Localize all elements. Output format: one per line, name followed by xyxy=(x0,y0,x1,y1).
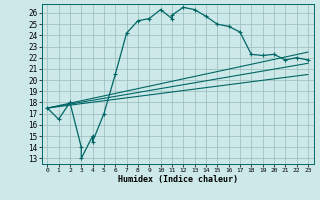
X-axis label: Humidex (Indice chaleur): Humidex (Indice chaleur) xyxy=(118,175,237,184)
